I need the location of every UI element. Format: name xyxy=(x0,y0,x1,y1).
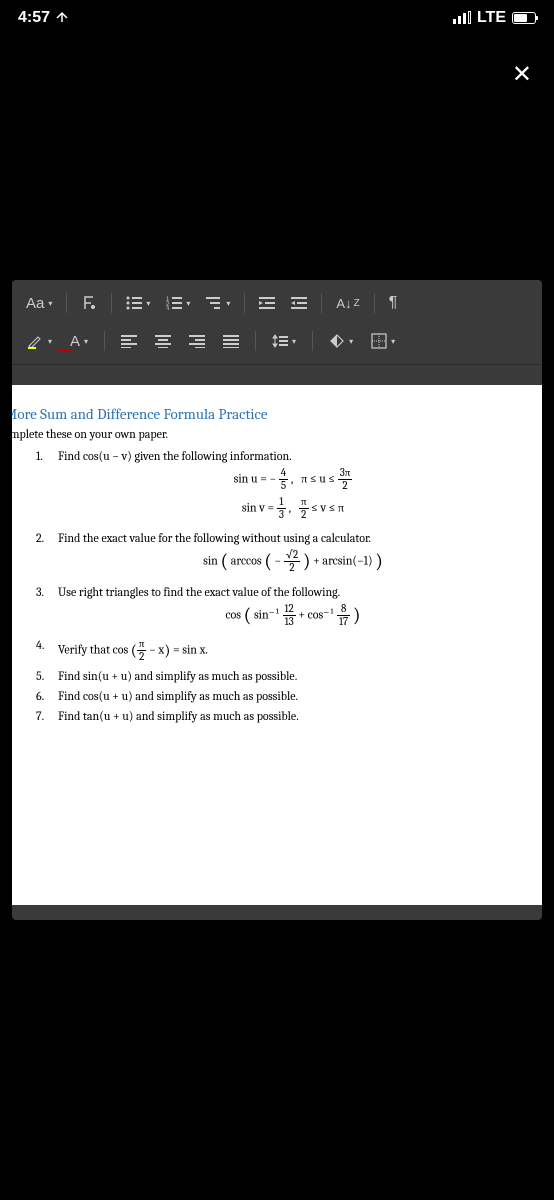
status-time: 4:57 xyxy=(18,9,68,27)
toolbar: Aa▾ ▾ 123 ▾ ▾ A↓Z ¶ xyxy=(12,280,542,365)
problem-item: 1. Find cos(u − v) given the following i… xyxy=(36,449,528,525)
problem-item: 5. Find sin(u + u) and simplify as much … xyxy=(36,669,528,683)
bullet-list-button[interactable]: ▾ xyxy=(120,292,156,314)
numbered-list-button[interactable]: 123 ▾ xyxy=(160,292,196,314)
battery-icon xyxy=(512,12,536,24)
highlight-button[interactable]: ▾ xyxy=(20,328,58,354)
font-color-indicator xyxy=(58,349,72,352)
multilevel-list-button[interactable]: ▾ xyxy=(200,292,236,314)
problem-item: 7. Find tan(u + u) and simplify as much … xyxy=(36,709,528,723)
page-title: More Sum and Difference Formula Practice xyxy=(12,405,528,423)
math-equation: sin v = 13 , π2 ≤ v ≤ π xyxy=(58,496,528,521)
status-right: LTE xyxy=(453,9,536,27)
format-marks-button[interactable] xyxy=(75,291,103,315)
problem-text: Find the exact value for the following w… xyxy=(58,531,528,545)
problem-text: Verify that cos xyxy=(58,642,128,656)
problem-item: 3. Use right triangles to find the exact… xyxy=(36,585,528,632)
math-equation: sin ( arccos ( − √22 ) + arcsin(−1) ) xyxy=(58,549,528,574)
align-right-button[interactable] xyxy=(183,330,211,352)
document-window: Aa▾ ▾ 123 ▾ ▾ A↓Z ¶ xyxy=(12,280,542,920)
align-justify-button[interactable] xyxy=(217,330,245,352)
math-equation: sin u = − 45 , π ≤ u ≤ 3π2 xyxy=(58,467,528,492)
problem-text: Use right triangles to find the exact va… xyxy=(58,585,528,599)
problem-text: Find cos(u + u) and simplify as much as … xyxy=(58,689,528,703)
shading-button[interactable]: ▾ xyxy=(323,329,359,353)
borders-button[interactable]: ▾ xyxy=(365,329,401,353)
increase-indent-button[interactable] xyxy=(285,292,313,314)
decrease-indent-button[interactable] xyxy=(253,292,281,314)
problem-item: 2. Find the exact value for the followin… xyxy=(36,531,528,578)
network-label: LTE xyxy=(477,9,506,27)
align-center-button[interactable] xyxy=(149,330,177,352)
close-button[interactable]: ✕ xyxy=(512,60,532,89)
math-equation: cos ( sin⁻¹ 1213 + cos⁻¹ 817 ) xyxy=(58,603,528,628)
font-style-button[interactable]: Aa▾ xyxy=(20,291,58,316)
problem-text: Find cos(u − v) given the following info… xyxy=(58,449,528,463)
signal-icon xyxy=(453,12,471,24)
problem-text: Find sin(u + u) and simplify as much as … xyxy=(58,669,528,683)
align-left-button[interactable] xyxy=(115,330,143,352)
problem-item: 4. Verify that cos (π2 − x) = sin x. xyxy=(36,638,528,663)
intro-text: omplete these on your own paper. xyxy=(12,427,528,441)
problem-text: Find tan(u + u) and simplify as much as … xyxy=(58,709,528,723)
svg-text:3: 3 xyxy=(166,307,170,310)
problem-item: 6. Find cos(u + u) and simplify as much … xyxy=(36,689,528,703)
sort-button[interactable]: A↓Z xyxy=(330,292,365,315)
status-bar: 4:57 LTE xyxy=(0,0,554,36)
line-spacing-button[interactable]: ▾ xyxy=(266,330,302,352)
paragraph-marks-button[interactable]: ¶ xyxy=(383,290,404,316)
document-page[interactable]: More Sum and Difference Formula Practice… xyxy=(12,385,542,905)
